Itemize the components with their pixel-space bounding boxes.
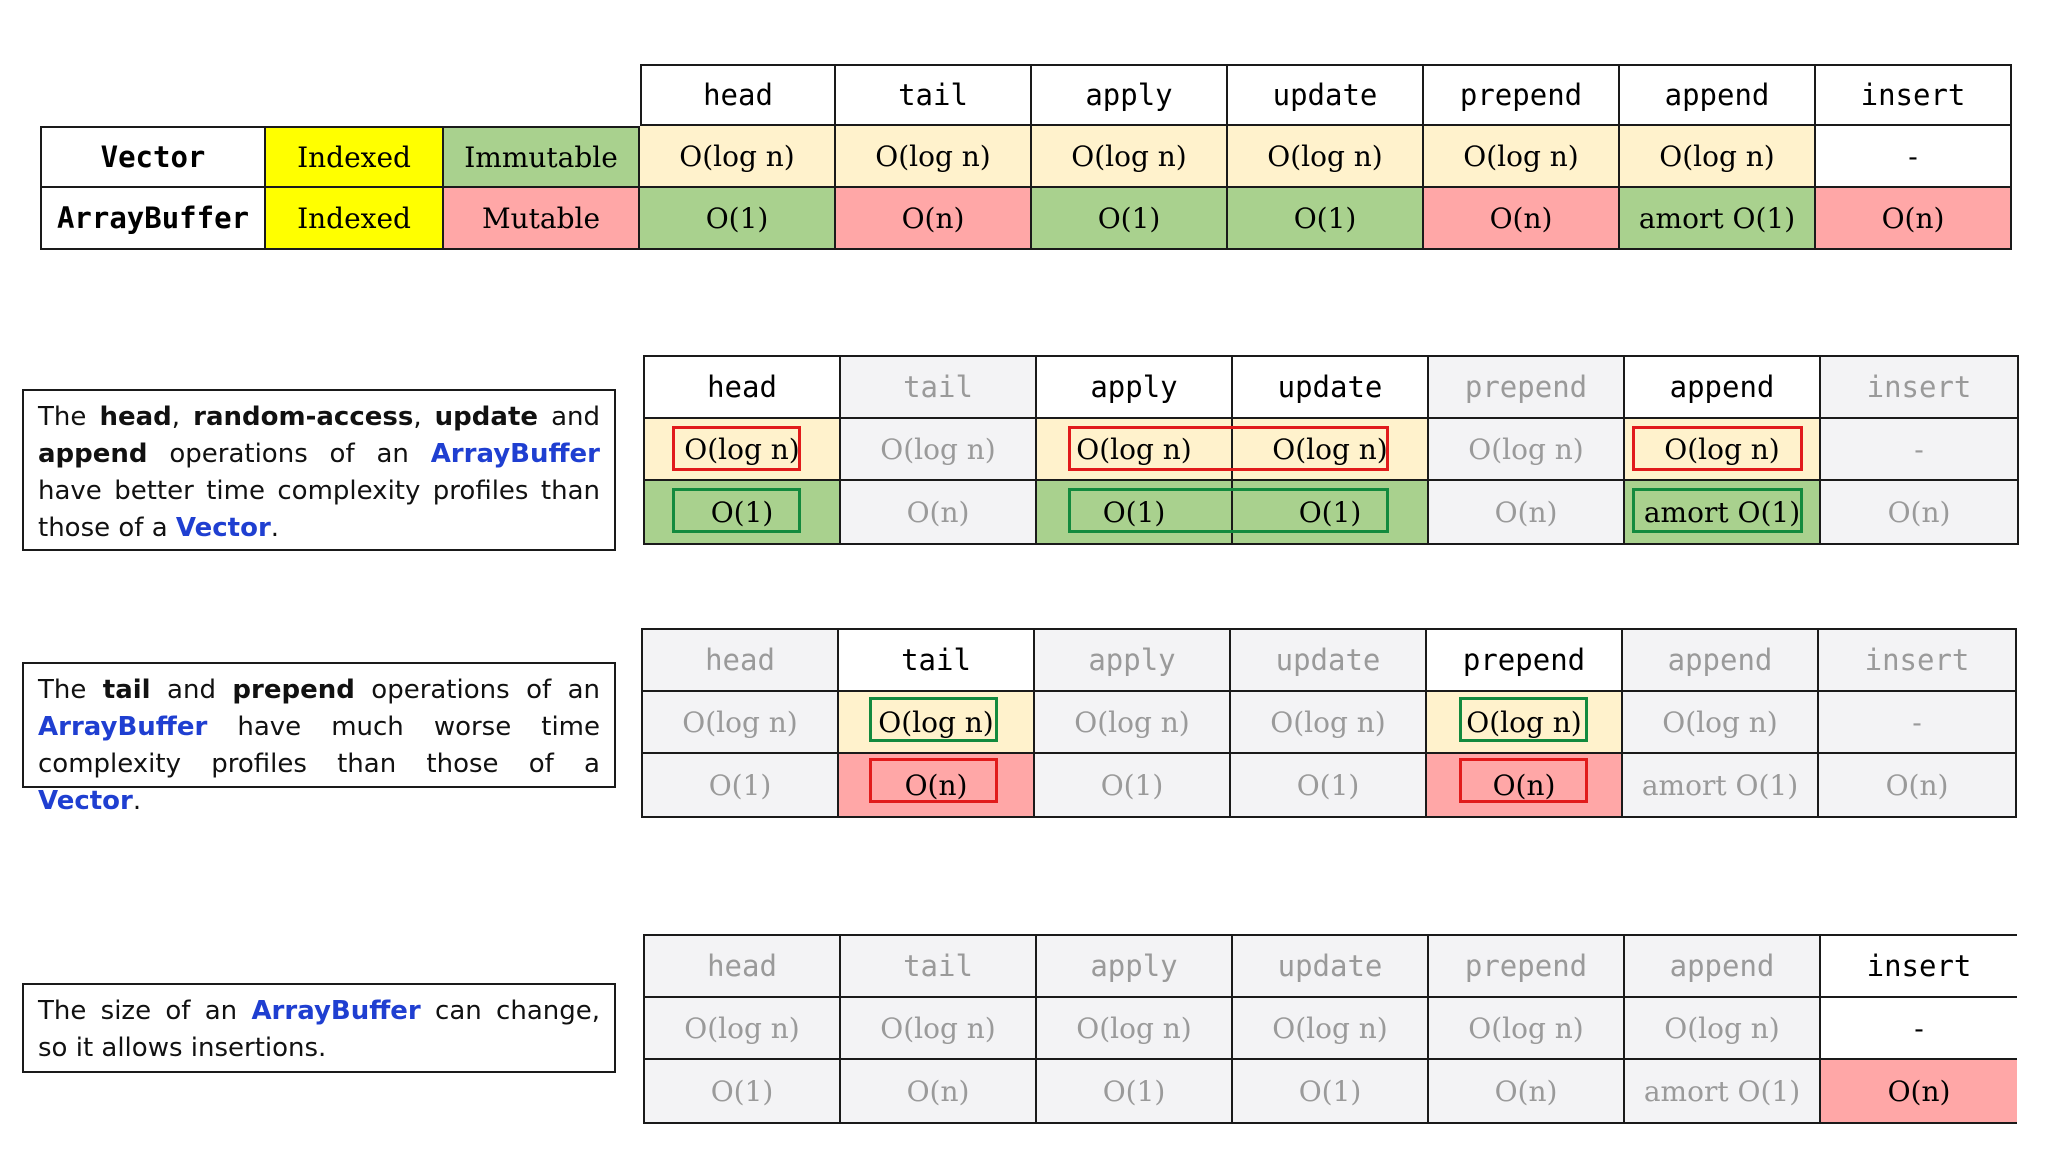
t2-header-update: update	[1233, 357, 1429, 419]
t3-header-update: update	[1231, 630, 1427, 692]
t4-header-insert: insert	[1821, 936, 2017, 998]
t2-vector-apply: O(log n)	[1037, 419, 1233, 481]
t3-arraybuffer-head: O(1)	[643, 754, 839, 816]
t4-header-prepend: prepend	[1429, 936, 1625, 998]
t4-vector-insert: -	[1821, 998, 2017, 1060]
col-header-update: update	[1228, 64, 1424, 126]
t4-vector-append: O(log n)	[1625, 998, 1821, 1060]
col-header-append: append	[1620, 64, 1816, 126]
note-better-operations: The head, random-access, update and appe…	[22, 389, 616, 551]
t3-arraybuffer-apply: O(1)	[1035, 754, 1231, 816]
t4-header-tail: tail	[841, 936, 1037, 998]
arraybuffer-insert: O(n)	[1816, 188, 2012, 250]
t2-arraybuffer-head: O(1)	[645, 481, 841, 543]
t4-header-apply: apply	[1037, 936, 1233, 998]
row-label-arraybuffer: ArrayBuffer	[40, 188, 266, 250]
t2-vector-update: O(log n)	[1233, 419, 1429, 481]
comparison-table: head tail apply update prepend append in…	[40, 64, 2012, 250]
vector-apply: O(log n)	[1032, 126, 1228, 188]
row-label-vector: Vector	[40, 126, 266, 188]
t4-arraybuffer-prepend: O(n)	[1429, 1060, 1625, 1122]
arraybuffer-head: O(1)	[640, 188, 836, 250]
insert-operation-table: head tail apply update prepend append in…	[643, 934, 2017, 1124]
t2-arraybuffer-apply: O(1)	[1037, 481, 1233, 543]
vector-append: O(log n)	[1620, 126, 1816, 188]
t3-vector-prepend: O(log n)	[1427, 692, 1623, 754]
t3-vector-update: O(log n)	[1231, 692, 1427, 754]
t3-header-head: head	[643, 630, 839, 692]
arraybuffer-apply: O(1)	[1032, 188, 1228, 250]
t4-vector-apply: O(log n)	[1037, 998, 1233, 1060]
t4-arraybuffer-apply: O(1)	[1037, 1060, 1233, 1122]
t2-header-insert: insert	[1821, 357, 2017, 419]
t2-header-apply: apply	[1037, 357, 1233, 419]
t4-vector-update: O(log n)	[1233, 998, 1429, 1060]
t4-vector-prepend: O(log n)	[1429, 998, 1625, 1060]
t2-header-tail: tail	[841, 357, 1037, 419]
t2-arraybuffer-tail: O(n)	[841, 481, 1037, 543]
t3-vector-tail: O(log n)	[839, 692, 1035, 754]
t3-vector-head: O(log n)	[643, 692, 839, 754]
t4-arraybuffer-head: O(1)	[645, 1060, 841, 1122]
t4-arraybuffer-tail: O(n)	[841, 1060, 1037, 1122]
arraybuffer-access: Indexed	[266, 188, 444, 250]
t3-header-insert: insert	[1819, 630, 2015, 692]
better-operations-table: head tail apply update prepend append in…	[643, 355, 2019, 545]
t3-arraybuffer-prepend: O(n)	[1427, 754, 1623, 816]
t4-vector-head: O(log n)	[645, 998, 841, 1060]
t2-header-head: head	[645, 357, 841, 419]
t3-arraybuffer-update: O(1)	[1231, 754, 1427, 816]
t3-header-prepend: prepend	[1427, 630, 1623, 692]
col-header-tail: tail	[836, 64, 1032, 126]
t4-arraybuffer-append: amort O(1)	[1625, 1060, 1821, 1122]
vector-prepend: O(log n)	[1424, 126, 1620, 188]
t4-vector-tail: O(log n)	[841, 998, 1037, 1060]
t2-arraybuffer-append: amort O(1)	[1625, 481, 1821, 543]
t2-arraybuffer-prepend: O(n)	[1429, 481, 1625, 543]
t3-arraybuffer-insert: O(n)	[1819, 754, 2015, 816]
t3-vector-append: O(log n)	[1623, 692, 1819, 754]
t2-vector-head: O(log n)	[645, 419, 841, 481]
t3-header-append: append	[1623, 630, 1819, 692]
vector-insert: -	[1816, 126, 2012, 188]
t4-header-update: update	[1233, 936, 1429, 998]
col-header-head: head	[640, 64, 836, 126]
t2-header-prepend: prepend	[1429, 357, 1625, 419]
note-size-change: The size of an ArrayBuffer can change, s…	[22, 983, 616, 1073]
col-header-insert: insert	[1816, 64, 2012, 126]
col-header-apply: apply	[1032, 64, 1228, 126]
header-spacer	[40, 64, 640, 126]
t3-vector-apply: O(log n)	[1035, 692, 1231, 754]
arraybuffer-update: O(1)	[1228, 188, 1424, 250]
t2-vector-insert: -	[1821, 419, 2017, 481]
t4-header-head: head	[645, 936, 841, 998]
arraybuffer-mutability: Mutable	[444, 188, 640, 250]
vector-access: Indexed	[266, 126, 444, 188]
t3-vector-insert: -	[1819, 692, 2015, 754]
vector-head: O(log n)	[640, 126, 836, 188]
t2-header-append: append	[1625, 357, 1821, 419]
note-worse-operations: The tail and prepend operations of an Ar…	[22, 662, 616, 816]
arraybuffer-prepend: O(n)	[1424, 188, 1620, 250]
vector-tail: O(log n)	[836, 126, 1032, 188]
arraybuffer-append: amort O(1)	[1620, 188, 1816, 250]
arraybuffer-tail: O(n)	[836, 188, 1032, 250]
t2-arraybuffer-update: O(1)	[1233, 481, 1429, 543]
t3-header-apply: apply	[1035, 630, 1231, 692]
t4-arraybuffer-update: O(1)	[1233, 1060, 1429, 1122]
t4-arraybuffer-insert: O(n)	[1821, 1060, 2017, 1122]
vector-update: O(log n)	[1228, 126, 1424, 188]
t3-arraybuffer-tail: O(n)	[839, 754, 1035, 816]
t4-header-append: append	[1625, 936, 1821, 998]
t2-vector-append: O(log n)	[1625, 419, 1821, 481]
col-header-prepend: prepend	[1424, 64, 1620, 126]
t3-header-tail: tail	[839, 630, 1035, 692]
t2-arraybuffer-insert: O(n)	[1821, 481, 2017, 543]
t3-arraybuffer-append: amort O(1)	[1623, 754, 1819, 816]
t2-vector-tail: O(log n)	[841, 419, 1037, 481]
t2-vector-prepend: O(log n)	[1429, 419, 1625, 481]
worse-operations-table: head tail apply update prepend append in…	[641, 628, 2017, 818]
vector-mutability: Immutable	[444, 126, 640, 188]
